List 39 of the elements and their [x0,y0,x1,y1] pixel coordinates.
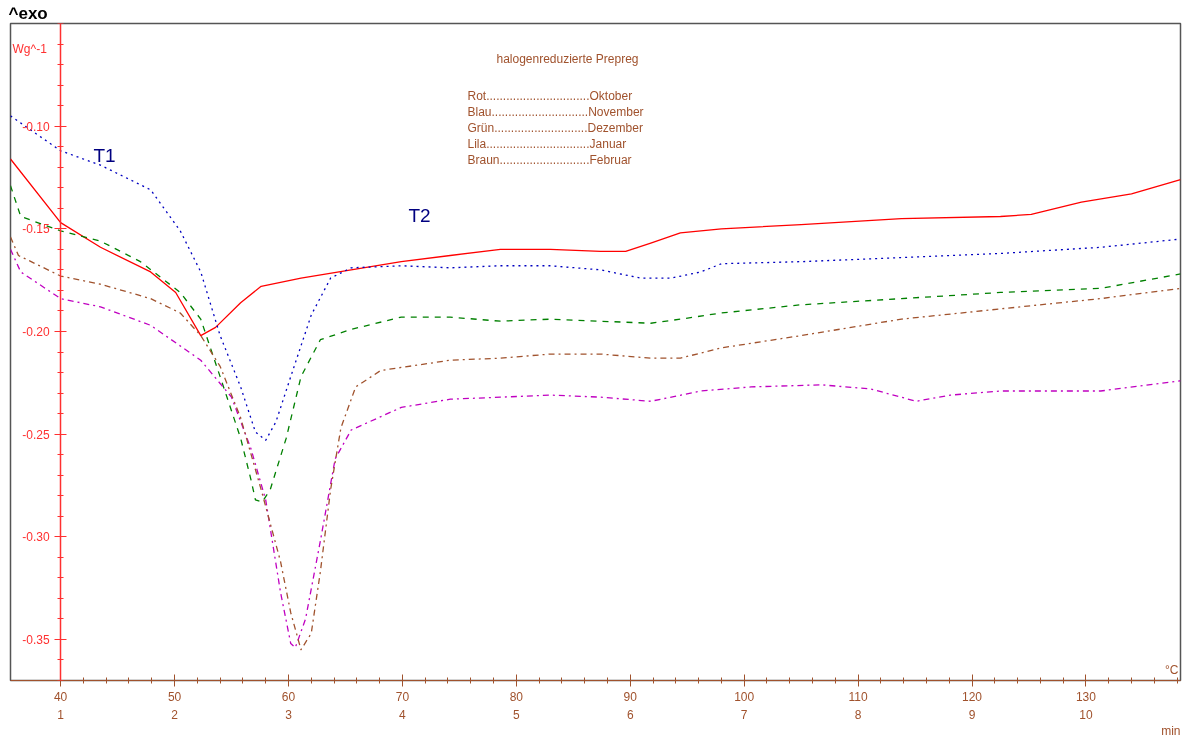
line-series [10,185,1181,503]
x2-tick-label: 8 [854,707,862,722]
y-tick-label: -0.10 [22,119,50,134]
y-tick-label: -0.25 [22,427,50,442]
x-tick-label: 130 [1075,689,1097,704]
x-tick-label: 100 [734,689,755,704]
annotation: Braun...........................Februar [467,152,632,167]
y-axis-title: Wg^-1 [12,41,48,56]
x2-tick-label: 7 [740,707,748,722]
annotation: Lila...............................Januar [467,136,627,151]
y-tick-label: -0.20 [22,324,50,339]
x-tick-label: 40 [53,689,68,704]
y-tick-label: -0.15 [22,222,50,237]
x2-tick-label: 2 [171,707,179,722]
x2-tick-label: 3 [285,707,293,722]
y-tick-label: -0.30 [22,530,50,545]
x-tick-label: 50 [167,689,182,704]
x-axis-title: °C [1165,662,1179,677]
annotation: T2 [408,204,431,226]
x2-tick-label: 4 [399,707,407,722]
annotation: Blau.............................November [467,104,644,119]
annotation: Rot...............................Oktober [467,88,633,103]
x2-tick-label: 1 [57,707,65,722]
x-tick-label: 110 [848,689,868,704]
x-tick-label: 70 [395,689,410,704]
x2-tick-label: 5 [512,707,520,722]
x2-tick-label: 9 [968,707,976,722]
y-tick-label: -0.35 [22,632,50,647]
annotation: T1 [93,144,116,166]
text: ^exo [8,3,48,23]
text: halogenreduzierte Prepreg [496,51,639,66]
x2-tick-label: 10 [1079,707,1093,722]
x-tick-label: 90 [623,689,638,704]
x-tick-label: 60 [281,689,296,704]
x-tick-label: 80 [509,689,524,704]
x-tick-label: 120 [962,689,983,704]
x2-axis-title: min [1161,723,1181,737]
annotation: Grün............................Dezember [467,120,643,135]
x2-tick-label: 6 [626,707,634,722]
